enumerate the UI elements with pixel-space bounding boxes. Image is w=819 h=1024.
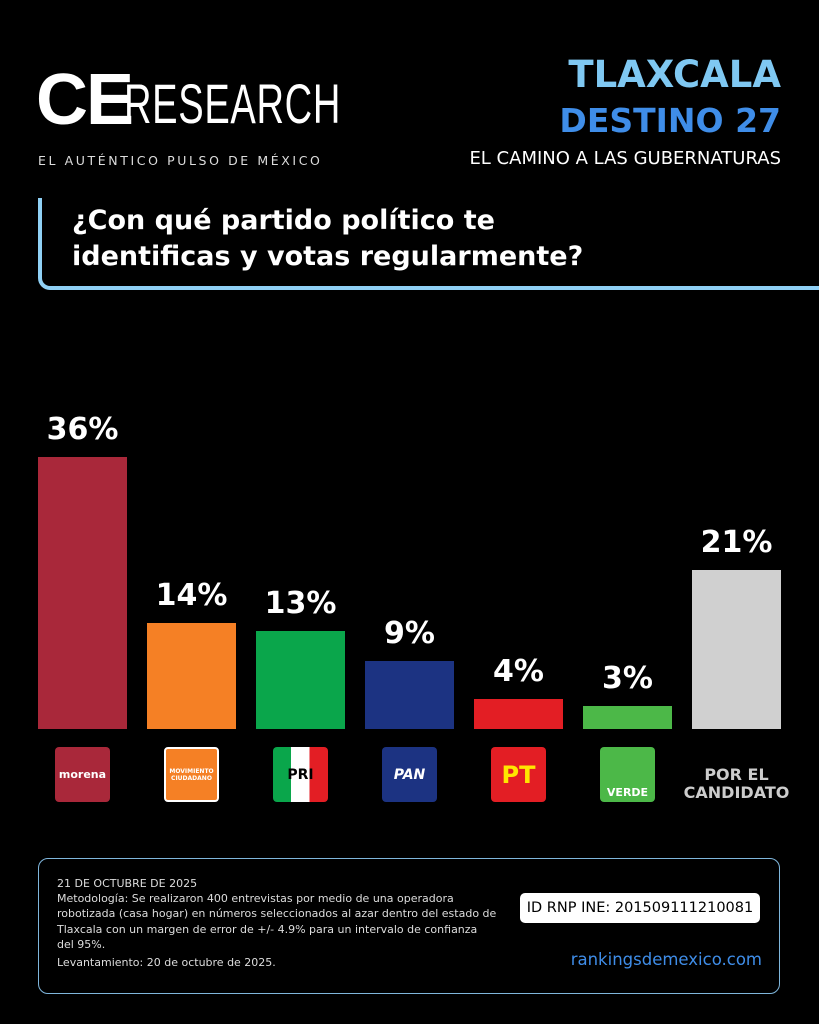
- value-label: 3%: [602, 661, 653, 697]
- value-label: 4%: [493, 653, 544, 689]
- category-logo: VERDE: [600, 747, 655, 802]
- tagline: EL AUTÉNTICO PULSO DE MÉXICO: [38, 153, 323, 168]
- footer-date: 21 DE OCTUBRE DE 2025: [57, 877, 198, 890]
- question: ¿Con qué partido político te identificas…: [72, 205, 584, 272]
- bar: [256, 630, 345, 729]
- state-title: TLAXCALA: [568, 53, 781, 96]
- question-frame: [38, 198, 819, 290]
- category-logo: MOVIMIENTO CIUDADANO: [164, 747, 219, 802]
- footer-frame: [38, 858, 780, 994]
- logo-ce: CE: [36, 60, 134, 140]
- logo-research: RESEARCH: [124, 72, 342, 135]
- category-logo: morena: [55, 747, 110, 802]
- category-logo: PRI: [273, 747, 328, 802]
- bar: [147, 623, 236, 729]
- bar: [474, 698, 563, 729]
- category-logo: PAN: [382, 747, 437, 802]
- value-label: 9%: [384, 616, 435, 651]
- value-label: 36%: [46, 412, 119, 447]
- bar: [583, 706, 672, 729]
- footer-fieldwork: Levantamiento: 20 de octubre de 2025.: [57, 956, 276, 969]
- series-title: DESTINO 27: [559, 101, 781, 140]
- value-label: 14%: [155, 578, 228, 614]
- category-logo: PT: [491, 747, 546, 802]
- bar: [38, 457, 127, 729]
- website: rankingsdemexico.com: [570, 950, 762, 969]
- footer-methodology: Metodología: Se realizaron 400 entrevist…: [57, 892, 497, 952]
- subtitle: EL CAMINO A LAS GUBERNATURAS: [469, 148, 781, 169]
- value-label: 13%: [264, 585, 337, 621]
- category-label: POR EL CANDIDATO: [683, 765, 790, 803]
- bar: [365, 661, 454, 729]
- bar: [692, 570, 781, 729]
- value-label: 21%: [700, 525, 773, 561]
- registry-id: ID RNP INE: 201509111210081: [520, 893, 760, 923]
